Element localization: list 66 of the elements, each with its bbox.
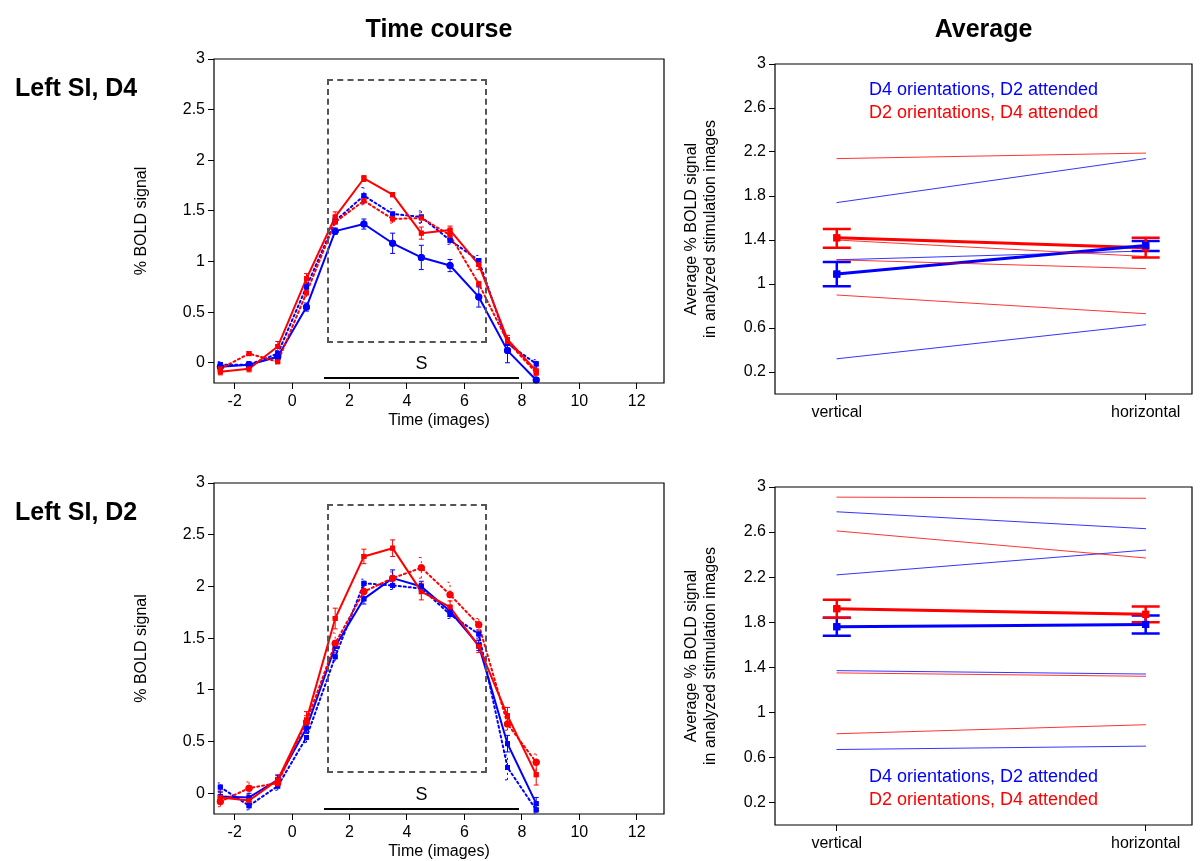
y-tick-label: 2.5 (182, 525, 206, 543)
y-tick-label: 1 (196, 251, 206, 269)
chart-title: Time course (365, 14, 513, 43)
x-tick-label: 10 (570, 823, 589, 841)
x-tick-label: 12 (627, 823, 646, 841)
chart-title: Average (934, 14, 1033, 43)
y-tick-label: 0.5 (182, 302, 206, 320)
y-tick-label: 1.5 (182, 201, 206, 219)
y-tick-label: 2.6 (743, 98, 767, 116)
annotation: S (415, 783, 428, 805)
y-tick-label: 0.5 (182, 732, 206, 749)
x-tick-label: 4 (402, 823, 412, 841)
x-axis-title: Time (images) (388, 841, 490, 859)
y-tick-label: 0.2 (743, 362, 767, 380)
y-tick-label: 2.2 (743, 142, 767, 160)
y-tick-label: 2.2 (743, 567, 767, 585)
y-tick-label: 2 (196, 576, 206, 594)
x-tick-label: 8 (517, 392, 527, 410)
x-tick-label: 6 (459, 392, 469, 410)
y-tick-label: 1.4 (743, 230, 767, 248)
text: Left SI, D4 (15, 73, 138, 102)
y-tick-label: 0 (196, 783, 206, 801)
y-tick-label: 0.6 (743, 318, 767, 336)
x-tick-label: 0 (287, 823, 297, 841)
y-tick-label: 3 (757, 477, 767, 495)
x-tick-label: 0 (287, 392, 297, 410)
y-tick-label: 3 (196, 49, 206, 67)
y-axis-title: Average % BOLD signal in analyzed stimulation images (682, 547, 719, 765)
x-tick-label: 10 (570, 392, 589, 410)
y-tick-label: 0.2 (743, 792, 767, 810)
text: D2 orientations, D4 attended (868, 101, 1099, 124)
text: D2 orientations, D4 attended (868, 788, 1099, 811)
text: Left SI, D2 (15, 497, 138, 526)
x-tick-label: 2 (345, 392, 355, 410)
y-tick-label: 1 (196, 680, 206, 698)
x-tick-label: 6 (459, 823, 469, 841)
y-tick-label: 0.6 (743, 747, 767, 765)
x-tick-label: -2 (227, 392, 242, 410)
y-tick-label: 1.4 (743, 657, 767, 675)
annotation: S (415, 352, 428, 374)
y-tick-label: 1.8 (743, 612, 767, 630)
y-tick-label: 3 (196, 473, 206, 491)
x-tick-label: 4 (402, 392, 412, 410)
y-tick-label: 0 (196, 353, 206, 371)
x-tick-label: vertical (811, 403, 863, 421)
y-axis-title: Average % BOLD signal in analyzed stimulation images (682, 120, 719, 338)
text: D4 orientations, D2 attended (868, 765, 1099, 788)
y-tick-label: 2.5 (182, 100, 206, 118)
y-tick-label: 1 (757, 274, 767, 292)
x-tick-label: -2 (227, 823, 242, 841)
text: D4 orientations, D2 attended (868, 78, 1099, 101)
x-tick-label: vertical (811, 834, 863, 852)
y-tick-label: 1.8 (743, 186, 767, 204)
y-tick-label: 3 (757, 54, 767, 72)
x-axis-title: Time (images) (388, 410, 490, 428)
x-tick-label: 2 (345, 823, 355, 841)
y-tick-label: 1 (757, 702, 767, 720)
x-tick-label: 8 (517, 823, 527, 841)
y-tick-label: 1.5 (182, 628, 206, 646)
y-tick-label: 2.6 (743, 522, 767, 540)
x-tick-label: 12 (627, 392, 646, 410)
x-tick-label: horizontal (1110, 834, 1181, 852)
y-tick-label: 2 (196, 150, 206, 168)
y-axis-title: % BOLD signal (132, 594, 150, 703)
x-tick-label: horizontal (1110, 403, 1181, 421)
y-axis-title: % BOLD signal (132, 166, 150, 276)
